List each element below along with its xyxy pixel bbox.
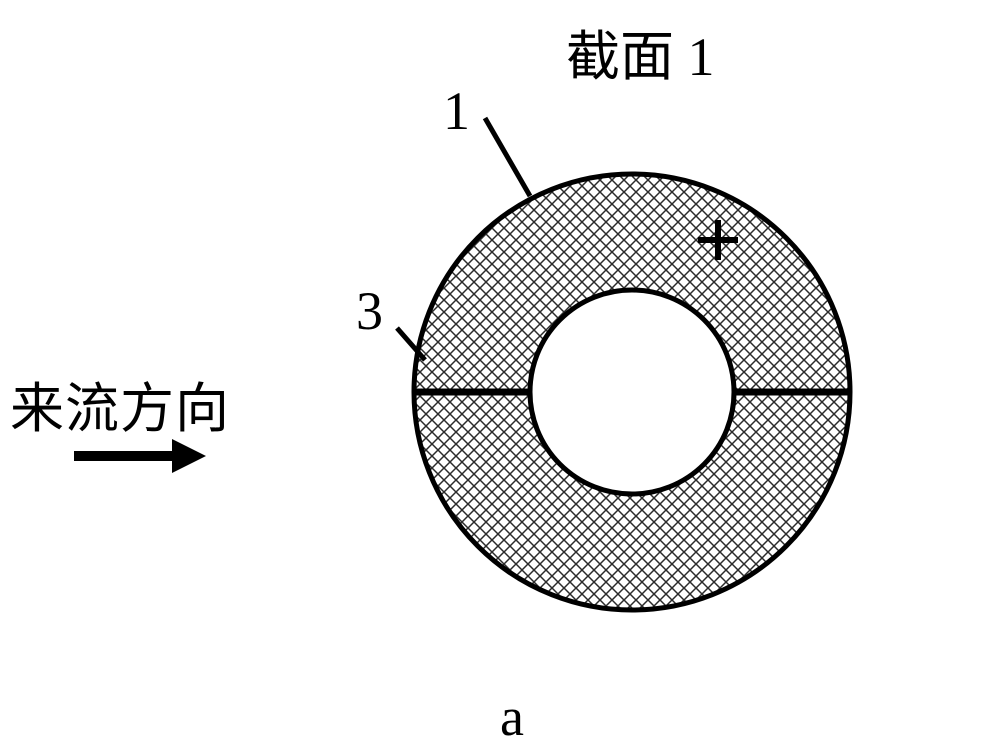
- subfigure-label-a: a: [500, 686, 524, 748]
- reference-number-1: 1: [443, 80, 470, 142]
- diagram-canvas: 截面 1 1 3 来流方向 a: [0, 0, 1000, 752]
- leader-line-1: [485, 118, 530, 196]
- section-title-label: 截面 1: [566, 12, 715, 91]
- reference-number-3: 3: [356, 280, 383, 342]
- flow-arrow: [74, 439, 206, 473]
- flow-direction-label: 来流方向: [10, 364, 230, 443]
